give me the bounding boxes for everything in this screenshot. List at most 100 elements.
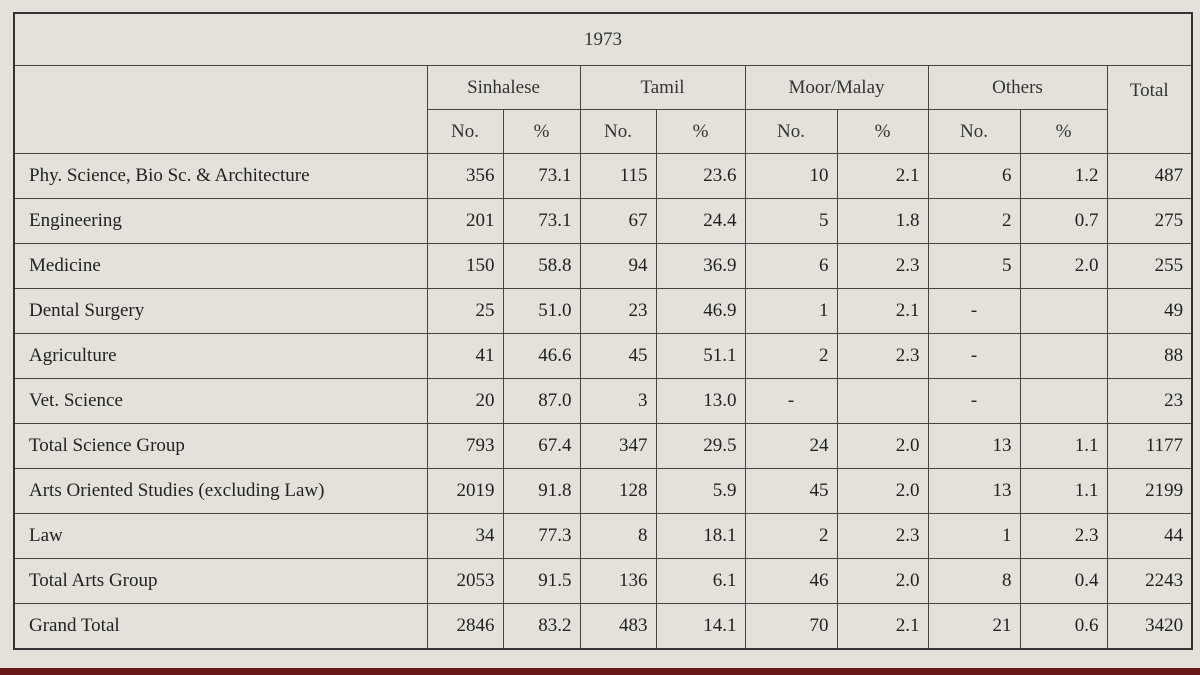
table-cell: 29.5 <box>655 423 746 469</box>
table-cell: 24 <box>744 423 838 469</box>
table-cell: 67.4 <box>502 423 581 469</box>
table-cell: - <box>927 333 1021 379</box>
table-cell: 356 <box>426 153 504 199</box>
table: 1973 Sinhalese Tamil Moor/Malay Others Total… <box>13 12 1194 650</box>
table-row: Grand Total 2846 83.2 483 14.1 70 2.1 21 0.6 3420 <box>13 603 1193 650</box>
table-cell: 128 <box>579 468 657 514</box>
table-cell: 23 <box>1106 378 1193 424</box>
table-cell: 5 <box>927 243 1021 289</box>
table-cell: 150 <box>426 243 504 289</box>
table-cell: 1 <box>927 513 1021 559</box>
table-cell: 13 <box>927 423 1021 469</box>
table-cell: 44 <box>1106 513 1193 559</box>
table-cell: 14.1 <box>655 603 746 650</box>
table-cell: 46.9 <box>655 288 746 334</box>
table-cell: 20 <box>426 378 504 424</box>
sub-header: % <box>655 109 746 154</box>
table-cell: 2.3 <box>1019 513 1108 559</box>
table-cell: 0.6 <box>1019 603 1108 650</box>
table-cell: 49 <box>1106 288 1193 334</box>
table-row: Total Science Group 793 67.4 347 29.5 24 2.0 13… <box>13 423 1193 469</box>
table-cell: 2.0 <box>836 558 929 604</box>
table-cell: 51.1 <box>655 333 746 379</box>
table-cell: 2 <box>744 333 838 379</box>
label-header <box>13 65 428 154</box>
sub-header: No. <box>579 109 657 154</box>
table-cell: 46 <box>744 558 838 604</box>
table-cell: 2.3 <box>836 333 929 379</box>
table-cell: 201 <box>426 198 504 244</box>
table-cell: 1.1 <box>1019 468 1108 514</box>
table-row: Vet. Science 20 87.0 3 13.0- -23 <box>13 378 1193 424</box>
table-cell: 1.1 <box>1019 423 1108 469</box>
table-cell: 73.1 <box>502 198 581 244</box>
table-cell: 2053 <box>426 558 504 604</box>
table-cell: 136 <box>579 558 657 604</box>
group-header: Moor/Malay <box>744 65 929 110</box>
table-cell: 2.3 <box>836 513 929 559</box>
table-cell: 6 <box>927 153 1021 199</box>
table-cell: 2846 <box>426 603 504 650</box>
table-cell: 2243 <box>1106 558 1193 604</box>
table-cell: 487 <box>1106 153 1193 199</box>
table-cell: 70 <box>744 603 838 650</box>
table-cell: 1177 <box>1106 423 1193 469</box>
sub-header: No. <box>927 109 1021 154</box>
table-cell: 5.9 <box>655 468 746 514</box>
table-cell <box>1019 333 1108 379</box>
table-cell: 24.4 <box>655 198 746 244</box>
table-cell: 13.0 <box>655 378 746 424</box>
row-label: Arts Oriented Studies (excluding Law) <box>13 468 428 514</box>
table-row: Medicine 150 58.8 94 36.9 6 2.3 5 2.0 255 <box>13 243 1193 289</box>
table-cell: 2 <box>744 513 838 559</box>
table-cell: 34 <box>426 513 504 559</box>
table-cell: 2.0 <box>836 423 929 469</box>
table-row: Total Arts Group 2053 91.5 136 6.1 46 2.0 8 0.4 2… <box>13 558 1193 604</box>
table-cell: 2.1 <box>836 603 929 650</box>
table-cell <box>836 378 929 424</box>
table-cell: 275 <box>1106 198 1193 244</box>
table-cell: 2.1 <box>836 288 929 334</box>
group-header: Tamil <box>579 65 746 110</box>
table-cell: 6 <box>744 243 838 289</box>
table-cell: 347 <box>579 423 657 469</box>
table-cell: 0.7 <box>1019 198 1108 244</box>
table-cell: 41 <box>426 333 504 379</box>
row-label: Medicine <box>13 243 428 289</box>
table-cell: 3 <box>579 378 657 424</box>
row-label: Vet. Science <box>13 378 428 424</box>
group-header: Others <box>927 65 1108 110</box>
row-label: Total Arts Group <box>13 558 428 604</box>
table-cell: 255 <box>1106 243 1193 289</box>
sub-header: No. <box>744 109 838 154</box>
row-label: Total Science Group <box>13 423 428 469</box>
table-cell: - <box>927 288 1021 334</box>
table-row: Engineering 201 73.1 67 24.4 5 1.8 2 0.7 275 <box>13 198 1193 244</box>
table-cell: 2.0 <box>836 468 929 514</box>
row-label: Engineering <box>13 198 428 244</box>
sub-header: % <box>836 109 929 154</box>
row-label: Phy. Science, Bio Sc. & Architecture <box>13 153 428 199</box>
table-cell: 18.1 <box>655 513 746 559</box>
table-cell: 73.1 <box>502 153 581 199</box>
sub-header: % <box>502 109 581 154</box>
table-row: Law 34 77.3 8 18.1 2 2.3 1 2.3 44 <box>13 513 1193 559</box>
table-cell: 2199 <box>1106 468 1193 514</box>
table-cell: 77.3 <box>502 513 581 559</box>
table-row: Dental Surgery 25 51.0 23 46.9 1 2.1- 49 <box>13 288 1193 334</box>
table-row: Phy. Science, Bio Sc. & Architecture 356 7… <box>13 153 1193 199</box>
table-cell: 2019 <box>426 468 504 514</box>
table-cell: 2 <box>927 198 1021 244</box>
table-cell: 51.0 <box>502 288 581 334</box>
table-row: Arts Oriented Studies (excluding Law) 201… <box>13 468 1193 514</box>
table-cell: 1.2 <box>1019 153 1108 199</box>
table-cell: 10 <box>744 153 838 199</box>
table-cell: 0.4 <box>1019 558 1108 604</box>
table-cell: 88 <box>1106 333 1193 379</box>
table-cell: 6.1 <box>655 558 746 604</box>
table-cell: 13 <box>927 468 1021 514</box>
table-cell: 115 <box>579 153 657 199</box>
table-row: Agriculture 41 46.6 45 51.1 2 2.3- 88 <box>13 333 1193 379</box>
table-cell: 45 <box>579 333 657 379</box>
table-cell: 45 <box>744 468 838 514</box>
